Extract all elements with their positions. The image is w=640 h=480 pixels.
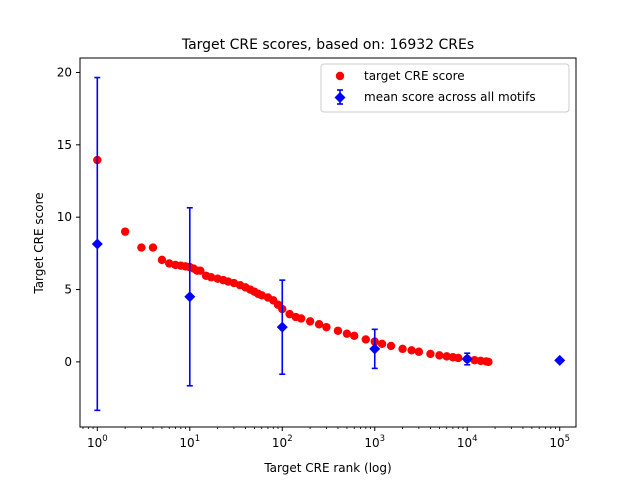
- x-tick-label: 103: [364, 434, 385, 450]
- y-tick-label: 0: [64, 355, 72, 369]
- y-tick-label: 20: [57, 65, 72, 79]
- legend-marker-mean-score: [334, 92, 346, 103]
- target-score-point: [314, 320, 324, 329]
- legend-box: [320, 63, 570, 113]
- plot-area: [80, 58, 576, 427]
- plot-frame: [79, 57, 577, 428]
- target-score-point: [120, 227, 130, 236]
- target-score-point: [435, 351, 444, 360]
- target-score-point: [470, 355, 479, 365]
- mean-score-marker: [461, 353, 473, 365]
- target-score-point: [414, 347, 424, 356]
- y-tick-label: 5: [64, 283, 72, 297]
- chart-title: Target CRE scores, based on: 16932 CREs: [181, 37, 474, 53]
- y-axis-label: Target CRE score: [32, 192, 46, 294]
- mean-score-marker: [91, 238, 103, 250]
- x-tick-label: 104: [457, 434, 478, 450]
- mean-score-marker: [369, 343, 381, 355]
- target-score-point: [333, 326, 343, 335]
- x-tick-exponent: 4: [472, 434, 477, 444]
- y-tick-label: 10: [57, 210, 72, 224]
- x-tick-base: 10: [87, 436, 102, 450]
- x-tick-label: 101: [179, 434, 200, 450]
- target-score-point: [361, 335, 370, 344]
- x-tick-base: 10: [179, 436, 194, 450]
- x-axis-label: Target CRE rank (log): [263, 461, 391, 475]
- legend-marker-target-score: [335, 71, 345, 81]
- target-score-point: [442, 352, 451, 361]
- series-layer: [91, 76, 566, 412]
- y-axis: 0 5 10 15 20: [57, 65, 80, 369]
- x-tick-label: 102: [272, 434, 293, 450]
- target-score-point: [377, 339, 387, 348]
- target-score-point: [398, 344, 407, 354]
- target-score-point: [196, 266, 205, 275]
- x-tick-base: 10: [549, 436, 564, 450]
- x-tick-label: 100: [87, 434, 108, 450]
- target-score-point: [206, 273, 216, 282]
- target-score-point: [342, 329, 352, 338]
- x-tick-base: 10: [364, 436, 379, 450]
- legend-label-target-score: target CRE score: [364, 69, 465, 83]
- mean-score-marker: [184, 291, 196, 303]
- target-score-point: [137, 243, 146, 252]
- x-tick-base: 10: [457, 436, 472, 450]
- x-tick-label: 105: [549, 434, 570, 450]
- mean-score-marker: [276, 321, 288, 333]
- target-score-point: [426, 349, 435, 359]
- target-score-point: [407, 346, 416, 355]
- y-tick-label: 15: [57, 138, 72, 152]
- x-tick-exponent: 2: [287, 434, 292, 444]
- x-tick-exponent: 3: [380, 434, 385, 444]
- target-score-point: [484, 357, 493, 367]
- target-score-point: [148, 243, 158, 252]
- x-tick-exponent: 1: [195, 434, 200, 444]
- target-score-point: [305, 317, 315, 326]
- legend-entries: target CRE score mean score across all mo…: [334, 69, 536, 105]
- mean-score-marker: [554, 354, 566, 366]
- target-score-point: [296, 314, 306, 323]
- x-axis: 100 101 102 103 104 105: [82, 427, 570, 450]
- x-tick-exponent: 5: [565, 434, 570, 444]
- target-score-point: [350, 331, 359, 341]
- target-score-point: [157, 255, 167, 265]
- x-tick-base: 10: [272, 436, 287, 450]
- legend-label-mean-score: mean score across all motifs: [364, 90, 536, 104]
- x-tick-exponent: 0: [102, 434, 107, 444]
- target-score-point: [322, 322, 331, 332]
- target-score-point: [454, 353, 463, 363]
- target-score-point: [386, 341, 396, 351]
- legend: target CRE score mean score across all mo…: [320, 63, 570, 113]
